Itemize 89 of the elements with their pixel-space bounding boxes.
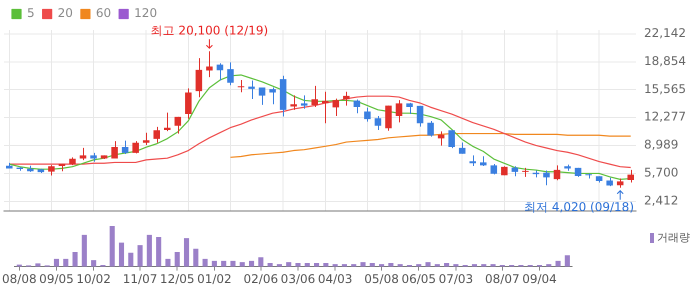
x-tick-label: 11/07 — [122, 272, 158, 286]
bar — [184, 238, 190, 267]
annotation: 최저 4,020 (09/18) — [524, 200, 634, 214]
candlestick — [512, 166, 518, 177]
bar — [370, 262, 375, 267]
bar — [54, 258, 60, 267]
bar — [481, 264, 486, 267]
x-tick-label: 09/04 — [522, 272, 557, 286]
bar — [546, 264, 552, 267]
bar — [304, 262, 310, 267]
bar — [295, 262, 301, 267]
candlestick — [532, 170, 540, 178]
bar — [490, 264, 496, 267]
bar — [453, 264, 458, 267]
bar — [388, 262, 394, 267]
x-tick-label: 08/08 — [2, 272, 37, 286]
bar — [323, 262, 328, 267]
bar — [138, 245, 143, 267]
bar — [360, 262, 366, 267]
bar — [444, 262, 450, 267]
bar — [91, 260, 96, 267]
bar — [240, 262, 245, 267]
bar — [212, 260, 217, 267]
bar — [379, 264, 384, 267]
candlestick — [396, 100, 402, 123]
bar — [221, 260, 226, 267]
x-tick-label: 03/06 — [280, 272, 316, 286]
x-tick-label: 04/03 — [318, 272, 352, 286]
legend-label: 60 — [96, 6, 112, 20]
legend-label: 20 — [58, 6, 73, 20]
bar — [416, 264, 422, 267]
y-tick-label: 22,142 — [644, 26, 686, 40]
candlestick — [164, 112, 171, 132]
bar — [258, 257, 264, 267]
bar — [156, 236, 162, 267]
bar — [434, 264, 440, 267]
x-tick-label: 07/03 — [438, 272, 474, 286]
bar — [174, 252, 180, 267]
candlestick — [554, 164, 560, 181]
bar — [230, 260, 236, 267]
y-tick-label: 8,989 — [644, 138, 678, 152]
candlestick — [238, 79, 244, 93]
bar — [72, 252, 78, 267]
candlestick — [69, 156, 76, 166]
bar — [118, 242, 124, 267]
bar — [351, 264, 356, 267]
candlestick — [80, 147, 86, 161]
bar — [564, 255, 570, 267]
candlestick — [58, 163, 66, 172]
legend-label: 거래량 — [657, 230, 690, 245]
candlestick — [438, 130, 444, 146]
bar — [63, 258, 68, 267]
candlestick — [6, 162, 13, 169]
bar — [342, 264, 347, 267]
bar — [193, 248, 198, 267]
bar — [146, 234, 152, 267]
bar — [248, 260, 254, 267]
bar — [314, 262, 320, 267]
candlestick — [248, 80, 255, 100]
bar — [398, 264, 403, 267]
bar — [332, 264, 338, 267]
bar — [82, 234, 87, 267]
bar — [286, 262, 292, 267]
bar — [128, 252, 134, 267]
bar — [110, 226, 115, 267]
y-tick-label: 15,565 — [644, 82, 686, 96]
bar — [268, 262, 273, 267]
bar — [35, 263, 40, 267]
x-tick-label: 01/02 — [197, 272, 232, 286]
annotation: 최고 20,100 (12/19) — [150, 23, 268, 38]
bar — [556, 260, 561, 267]
y-tick-label: 2,412 — [644, 193, 678, 208]
bar — [165, 258, 170, 267]
x-tick-label: 08/07 — [485, 272, 520, 286]
x-tick-label: 02/06 — [244, 272, 278, 286]
y-tick-label: 18,854 — [644, 54, 686, 68]
y-tick-label: 12,277 — [644, 110, 686, 124]
legend-label: 120 — [134, 6, 158, 20]
bar — [425, 262, 431, 267]
x-tick-label: 12/05 — [160, 272, 195, 286]
bar — [276, 264, 282, 267]
x-tick-label: 10/02 — [76, 272, 111, 286]
y-tick-label: 5,700 — [644, 166, 678, 180]
x-tick-label: 06/05 — [401, 272, 436, 286]
x-tick-label: 05/08 — [364, 272, 399, 286]
bar — [472, 264, 478, 267]
bar — [202, 258, 208, 267]
x-tick-label: 09/05 — [39, 272, 74, 286]
legend-label: 5 — [27, 6, 35, 20]
